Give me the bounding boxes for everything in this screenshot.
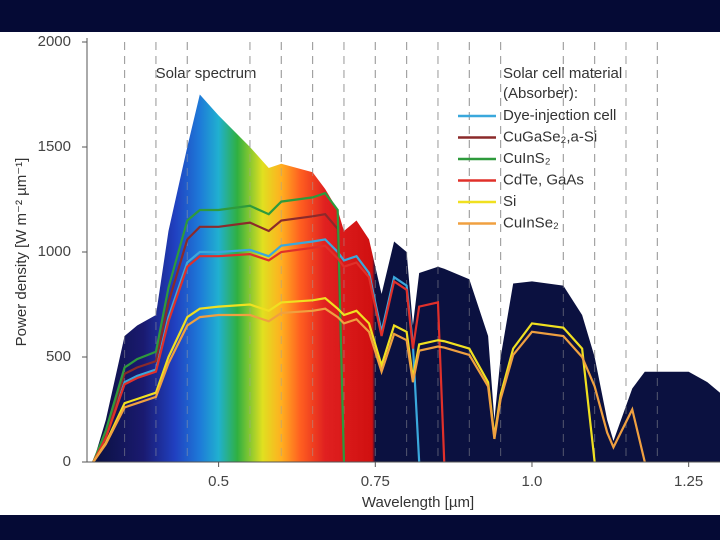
legend-label: CuInS₂ [503,150,551,167]
legend-label: CuGaSe₂,a-Si [503,128,597,145]
x-tick-label: 1.25 [674,473,703,490]
annotation: Solar spectrum [156,65,257,82]
legend-title: Solar cell material [503,65,622,82]
legend-label: Dye-injection cell [503,107,616,124]
x-tick-label: 0.5 [208,473,229,490]
y-axis-label: Power density [W m⁻² µm⁻¹] [13,158,30,347]
legend-label: Si [503,193,516,210]
legend-title: (Absorber): [503,85,578,102]
series-line [92,244,446,463]
x-tick-label: 0.75 [361,473,390,490]
y-tick-label: 1000 [38,243,71,260]
series-line [92,191,346,463]
y-tick-label: 500 [46,348,71,365]
y-tick-label: 1500 [38,138,71,155]
y-tick-label: 2000 [38,33,71,50]
y-tick-label: 0 [63,453,71,470]
x-axis-label: Wavelength [µm] [362,494,474,511]
series-line [92,307,646,463]
series-line [92,213,346,463]
legend-label: CuInSe₂ [503,214,559,231]
legend-label: CdTe, GaAs [503,171,584,188]
x-tick-label: 1.0 [522,473,543,490]
